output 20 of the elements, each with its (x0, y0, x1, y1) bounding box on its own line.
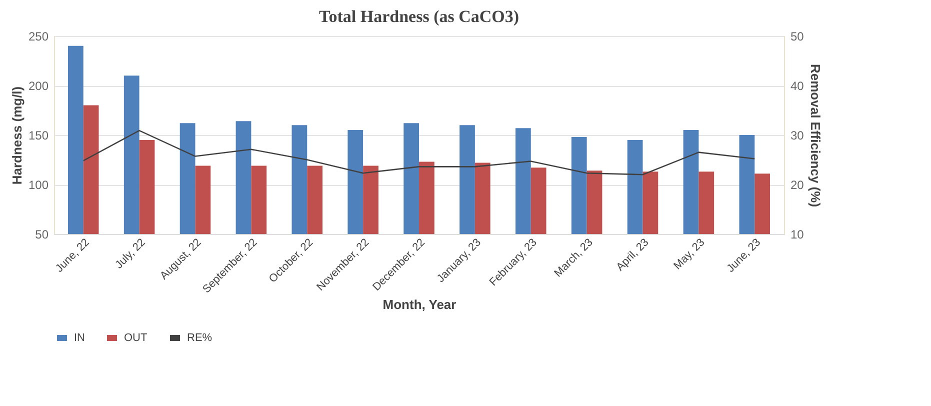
y-tick-label: 150 (28, 128, 49, 142)
y2-tick-label: 30 (790, 128, 804, 142)
y-tick-label: 200 (28, 79, 49, 93)
y-tick-label: 100 (28, 178, 49, 192)
y2-tick-label: 50 (790, 30, 804, 44)
line-series (82, 130, 756, 176)
legend-label: RE% (187, 332, 212, 344)
x-tick-label: May, 23 (672, 236, 708, 272)
legend-label: IN (74, 332, 86, 344)
y-tick-label: 250 (28, 30, 49, 44)
y-tick-label: 50 (35, 228, 49, 242)
x-tick-label: July, 22 (113, 236, 148, 272)
y-axis-title: Hardness (mg/l) (9, 86, 24, 185)
x-axis-title: Month, Year (382, 296, 456, 312)
y2-tick-label: 40 (790, 79, 804, 93)
legend-label: OUT (124, 332, 148, 344)
chart-title: Total Hardness (as CaCO3) (318, 7, 520, 26)
y2-tick-label: 20 (790, 178, 804, 192)
y2-axis-title: Removal Efficiency (%) (808, 64, 823, 208)
y2-tick-label: 10 (790, 228, 804, 242)
